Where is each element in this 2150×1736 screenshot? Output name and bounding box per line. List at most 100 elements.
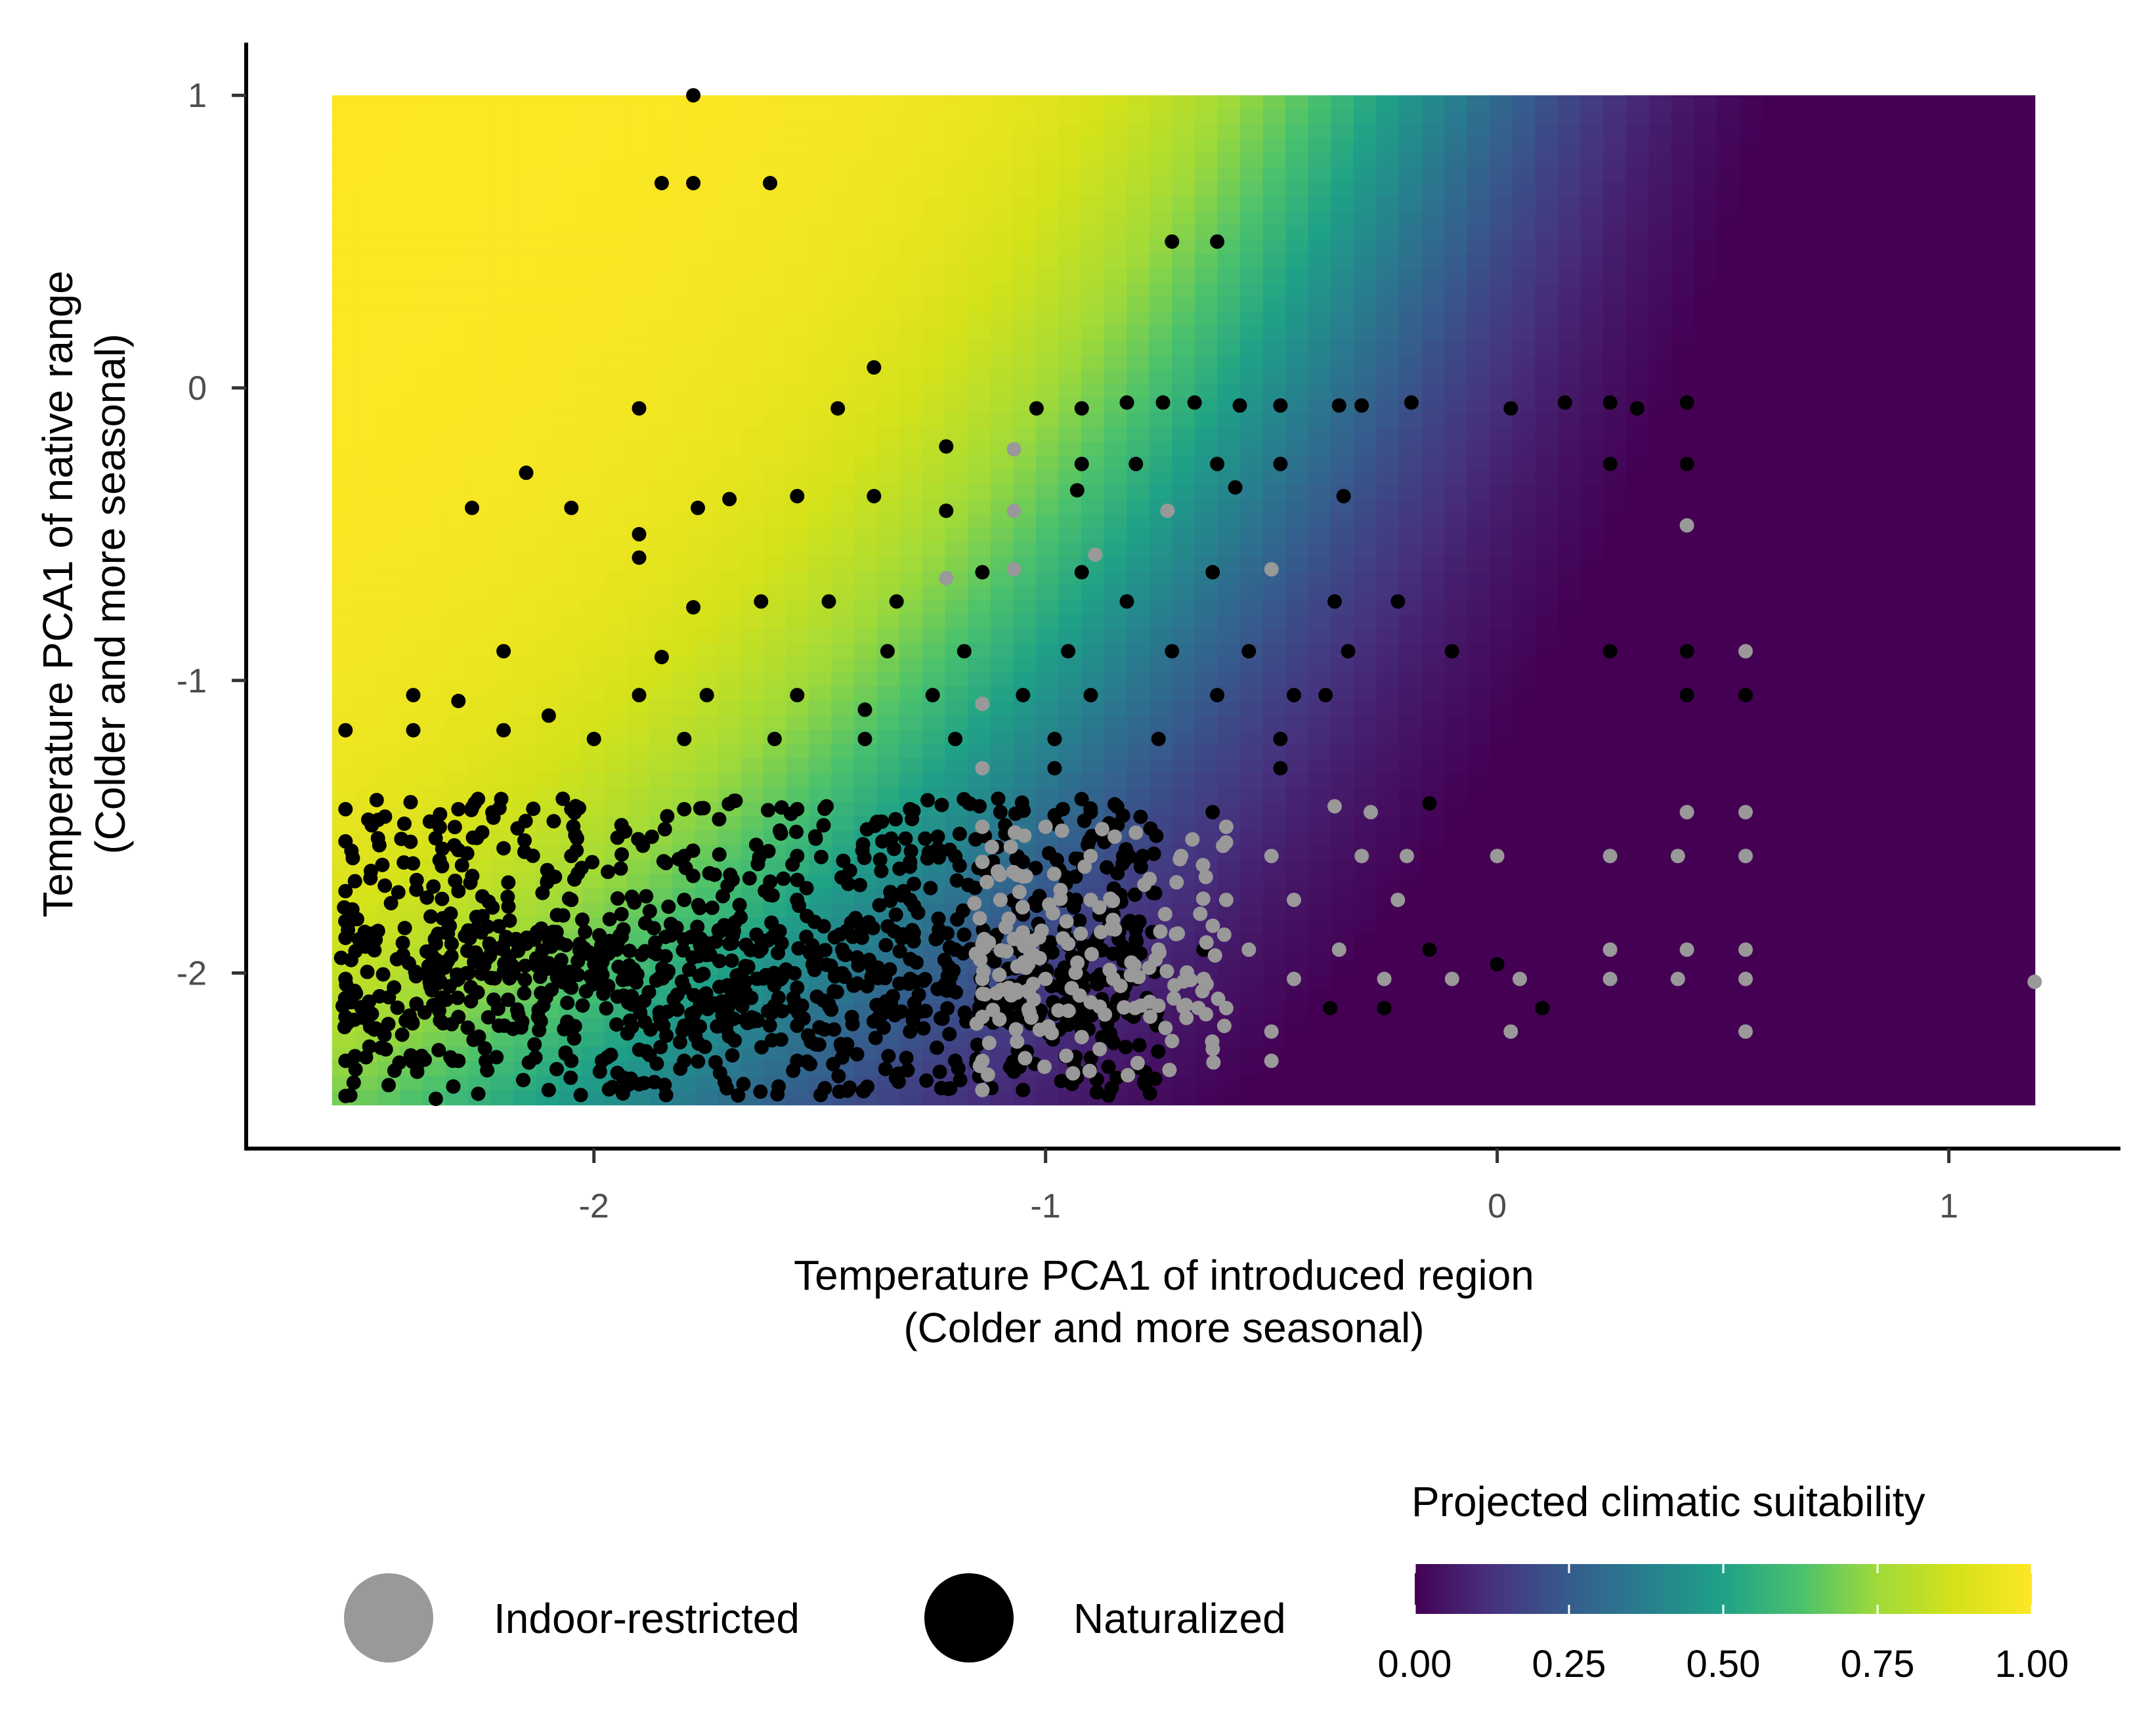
heatmap-cell <box>1104 153 1128 168</box>
heatmap-cell <box>1558 1047 1581 1062</box>
heatmap-cell <box>400 701 424 716</box>
heatmap-cell <box>1921 268 1945 284</box>
heatmap-cell <box>1172 614 1195 629</box>
heatmap-cell <box>1058 384 1082 399</box>
heatmap-cell <box>1671 167 1695 182</box>
heatmap-cell <box>1058 240 1082 255</box>
heatmap-cell <box>854 658 878 673</box>
heatmap-cell <box>1127 744 1150 759</box>
heatmap-cell <box>968 456 991 471</box>
heatmap-cell <box>446 484 469 499</box>
heatmap-cell <box>877 413 901 428</box>
heatmap-cell <box>1876 845 1899 860</box>
heatmap-cell <box>1104 268 1128 284</box>
heatmap-cell <box>1581 110 1604 125</box>
heatmap-cell <box>1036 614 1060 629</box>
heatmap-cell <box>1150 211 1173 226</box>
heatmap-cell <box>1853 802 1877 817</box>
heatmap-cell <box>1830 254 1854 269</box>
heatmap-cell <box>605 788 628 803</box>
heatmap-cell <box>899 629 923 644</box>
heatmap-cell <box>1217 557 1241 572</box>
heatmap-cell <box>1876 513 1899 528</box>
heatmap-cell <box>1648 384 1672 399</box>
heatmap-cell <box>1717 398 1740 413</box>
heatmap-cell <box>1331 903 1354 918</box>
heatmap-cell <box>672 326 696 341</box>
heatmap-cell <box>605 571 628 586</box>
heatmap-cell <box>718 95 742 110</box>
heatmap-cell <box>1376 442 1400 457</box>
heatmap-cell <box>1376 816 1400 832</box>
heatmap-cell <box>1808 629 1832 644</box>
heatmap-cell <box>1762 312 1786 327</box>
heatmap-cell <box>1694 196 1718 211</box>
heatmap-cell <box>1830 816 1854 832</box>
heatmap-cell <box>854 542 878 557</box>
heatmap-cell <box>423 715 446 730</box>
heatmap-cell <box>763 268 787 284</box>
heatmap-cell <box>877 124 901 139</box>
heatmap-cell <box>1558 975 1581 990</box>
heatmap-cell <box>1036 571 1060 586</box>
heatmap-cell <box>1581 196 1604 211</box>
heatmap-cell <box>945 138 968 154</box>
heatmap-cell <box>491 759 515 774</box>
heatmap-cell <box>1626 254 1650 269</box>
heatmap-cell <box>1694 283 1718 298</box>
heatmap-cell <box>559 585 583 601</box>
heatmap-cell <box>355 138 378 154</box>
heatmap-cell <box>400 528 424 543</box>
heatmap-cell <box>1558 1076 1581 1091</box>
heatmap-cell <box>536 312 560 327</box>
heatmap-cell <box>332 1032 356 1048</box>
heatmap-cell <box>491 297 515 312</box>
heatmap-cell <box>1444 182 1468 197</box>
heatmap-cell <box>1626 240 1650 255</box>
heatmap-cell <box>1853 860 1877 875</box>
heatmap-cell <box>355 427 378 442</box>
heatmap-cell <box>1490 312 1513 327</box>
heatmap-cell <box>786 528 809 543</box>
heatmap-cell <box>1762 1018 1786 1033</box>
heatmap-cell <box>355 355 378 370</box>
heatmap-cell <box>832 196 855 211</box>
heatmap-cell <box>423 355 446 370</box>
heatmap-cell <box>1853 918 1877 933</box>
heatmap-cell <box>945 268 968 284</box>
heatmap-cell <box>1263 600 1287 615</box>
heatmap-cell <box>1921 773 1945 788</box>
heatmap-cell <box>1058 471 1082 486</box>
heatmap-cell <box>1648 542 1672 557</box>
heatmap-cell <box>446 211 469 226</box>
heatmap-cell <box>899 182 923 197</box>
heatmap-cell <box>1490 831 1513 846</box>
heatmap-cell <box>1104 499 1128 514</box>
heatmap-cell <box>1853 225 1877 240</box>
heatmap-cell <box>1603 989 1627 1004</box>
heatmap-cell <box>695 268 719 284</box>
heatmap-cell <box>1081 701 1105 716</box>
heatmap-cell <box>1694 744 1718 759</box>
heatmap-cell <box>1172 196 1195 211</box>
heatmap-cell <box>491 268 515 284</box>
heatmap-cell <box>1467 326 1491 341</box>
heatmap-cell <box>627 471 651 486</box>
heatmap-cell <box>809 413 832 428</box>
heatmap-cell <box>627 182 651 197</box>
heatmap-cell <box>1921 182 1945 197</box>
heatmap-cell <box>355 585 378 601</box>
heatmap-cell <box>1354 989 1377 1004</box>
heatmap-cell <box>1263 471 1287 486</box>
heatmap-cell <box>832 456 855 471</box>
heatmap-cell <box>1876 110 1899 125</box>
heatmap-cell <box>1490 384 1513 399</box>
heatmap-cell <box>1240 687 1264 702</box>
heatmap-cell <box>559 211 583 226</box>
heatmap-cell <box>1558 600 1581 615</box>
heatmap-cell <box>1785 211 1809 226</box>
heatmap-cell <box>854 427 878 442</box>
heatmap-cell <box>991 341 1014 356</box>
heatmap-cell <box>991 138 1014 154</box>
heatmap-cell <box>1581 557 1604 572</box>
